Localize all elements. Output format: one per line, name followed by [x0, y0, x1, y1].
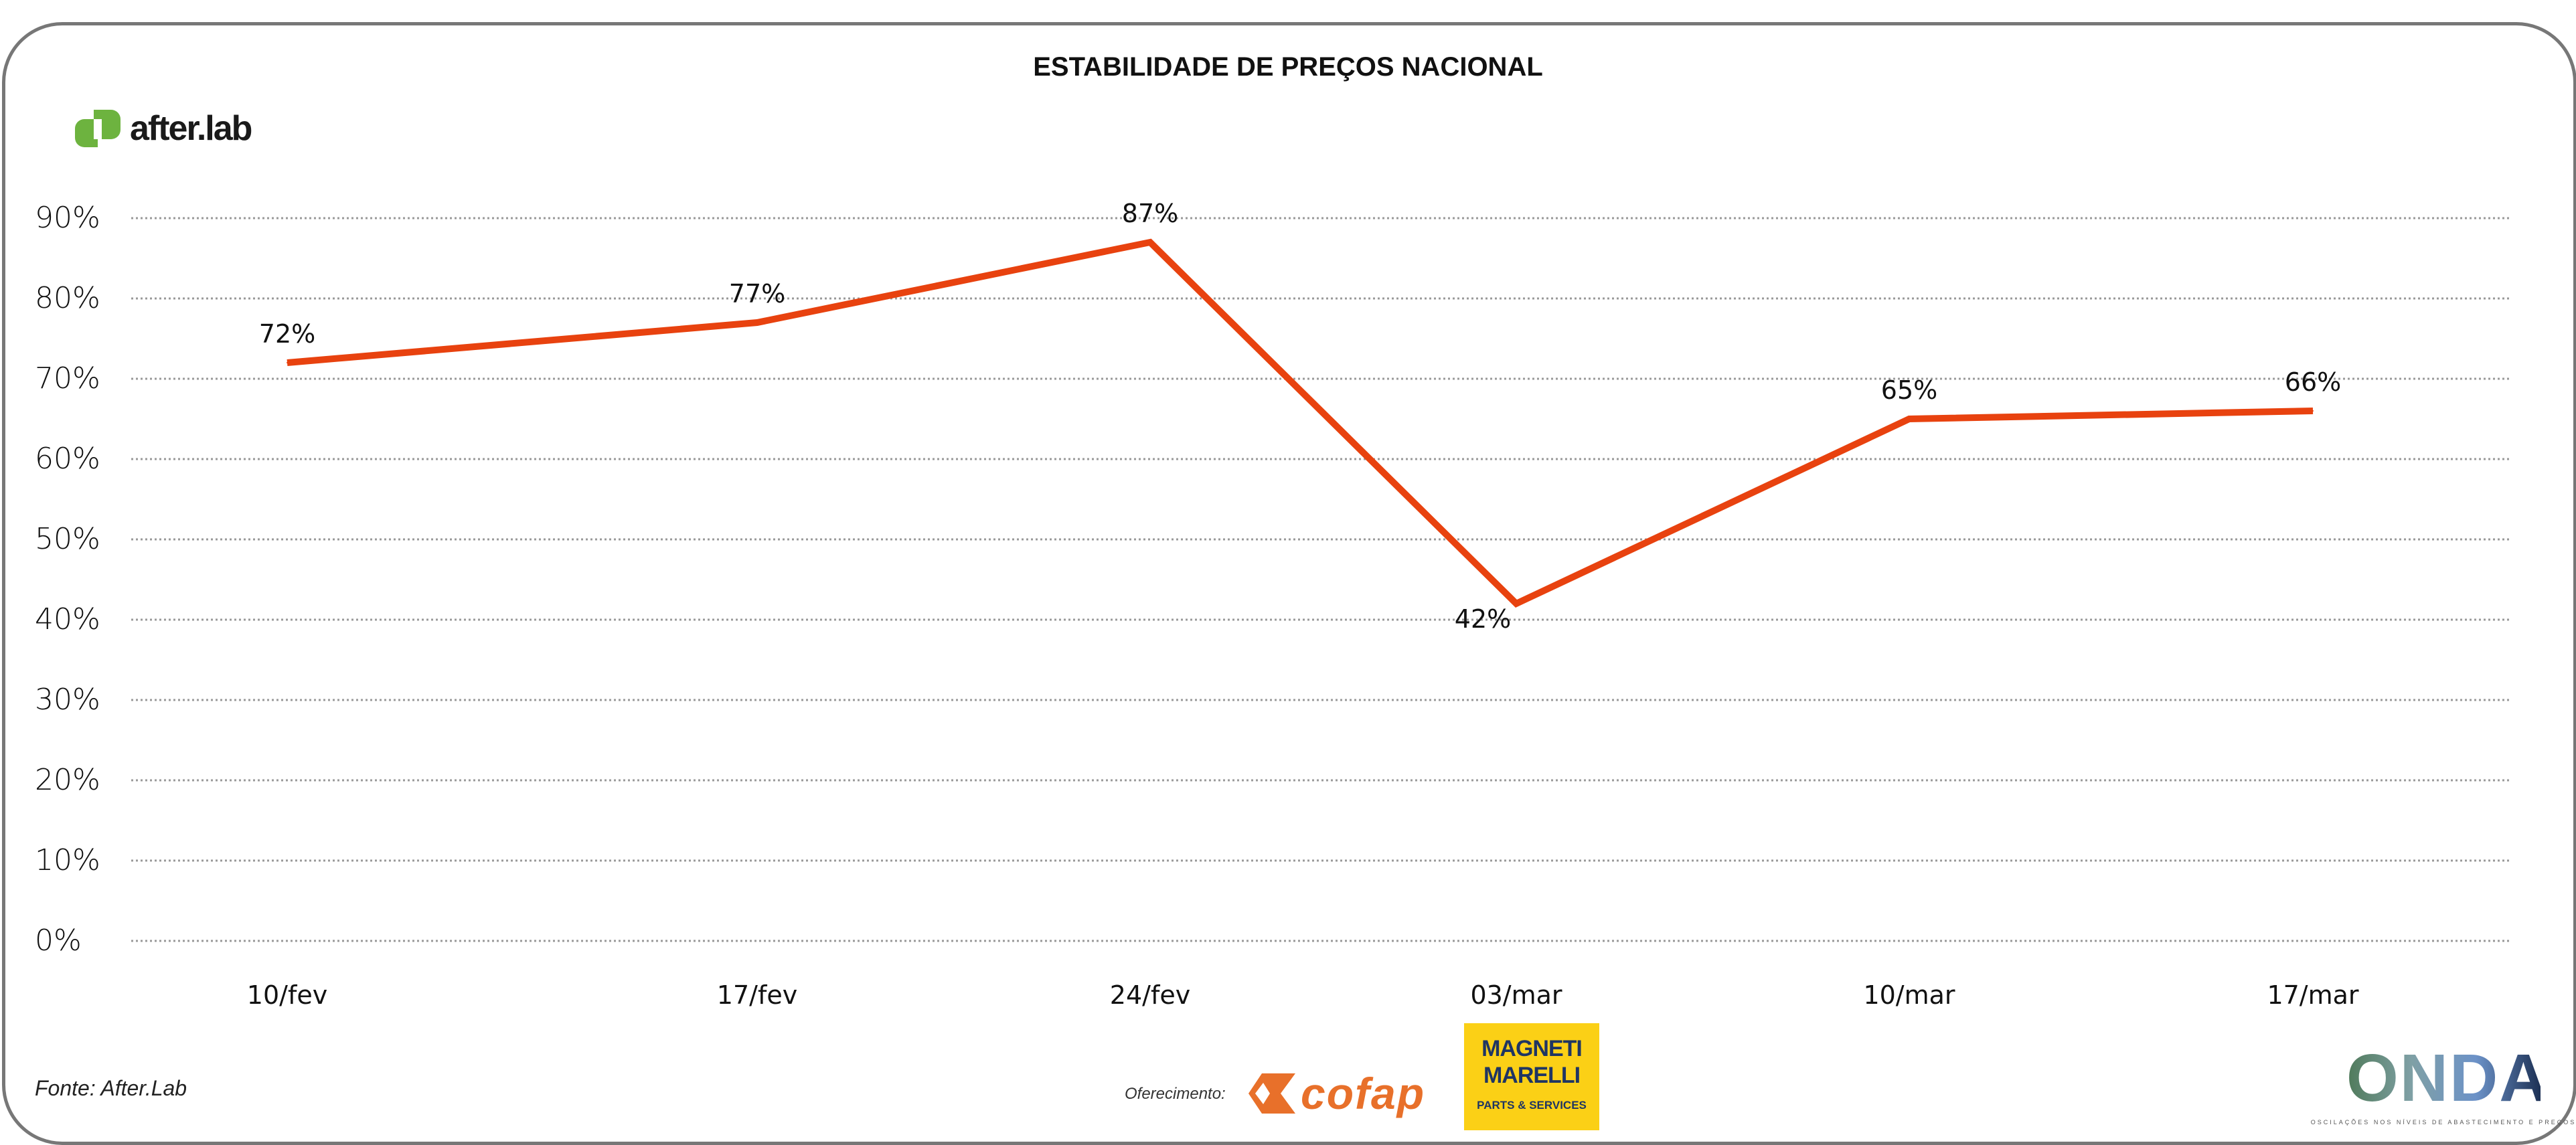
source-note: Fonte: After.Lab: [35, 1076, 187, 1100]
data-point: [1516, 603, 1517, 604]
y-tick-label: 80%: [35, 281, 100, 315]
y-tick-label: 60%: [35, 442, 100, 476]
data-point: [2312, 410, 2314, 412]
data-point: [1909, 418, 1910, 420]
data-label: 72%: [259, 319, 315, 349]
y-tick-label: 0%: [35, 923, 82, 958]
magneti-marelli-name: MAGNETI MARELLI: [1481, 1036, 1583, 1088]
afterlab-logo: after.lab: [75, 108, 252, 149]
x-tick-label: 10/mar: [1863, 980, 1955, 1010]
cofap-logo-text: cofap: [1301, 1069, 1426, 1118]
y-tick-label: 20%: [35, 763, 100, 797]
cofap-logo-icon: [1249, 1073, 1295, 1114]
y-tick-label: 10%: [35, 843, 100, 877]
afterlab-logo-icon: [75, 110, 120, 147]
onda-logo: ONDA OSCILAÇÕES NOS NÍVEIS DE ABASTECIME…: [2311, 1039, 2574, 1127]
data-line: [287, 238, 2314, 608]
data-point: [756, 322, 758, 323]
x-tick-label: 17/mar: [2267, 980, 2358, 1010]
sponsor-label: Oferecimento:: [1125, 1085, 1226, 1103]
x-tick-label: 17/fev: [717, 980, 797, 1010]
data-point: [287, 362, 288, 363]
y-tick-label: 90%: [35, 201, 100, 235]
chart-frame: [2, 22, 2576, 1145]
data-label: 42%: [1455, 604, 1511, 634]
data-point: [1149, 242, 1151, 243]
chart-title: ESTABILIDADE DE PREÇOS NACIONAL: [1033, 52, 1543, 82]
data-label: 77%: [729, 279, 785, 309]
cofap-logo: cofap: [1249, 1067, 1425, 1120]
magneti-marelli-sub: PARTS & SERVICES: [1477, 1099, 1587, 1112]
y-tick-label: 40%: [35, 602, 100, 636]
magneti-marelli-logo: MAGNETI MARELLI PARTS & SERVICES: [1464, 1023, 1599, 1130]
y-tick-label: 50%: [35, 522, 100, 556]
onda-logo-subtitle: OSCILAÇÕES NOS NÍVEIS DE ABASTECIMENTO E…: [2310, 1119, 2576, 1126]
x-tick-label: 03/mar: [1470, 980, 1562, 1010]
data-label: 66%: [2285, 367, 2341, 397]
data-label: 65%: [1881, 375, 1937, 405]
afterlab-logo-text: after.lab: [130, 109, 252, 148]
data-label: 87%: [1122, 199, 1178, 228]
onda-logo-text: ONDA: [2346, 1039, 2547, 1118]
y-tick-label: 70%: [35, 361, 100, 395]
x-tick-label: 24/fev: [1110, 980, 1190, 1010]
y-tick-label: 30%: [35, 683, 100, 717]
x-tick-label: 10/fev: [247, 980, 327, 1010]
